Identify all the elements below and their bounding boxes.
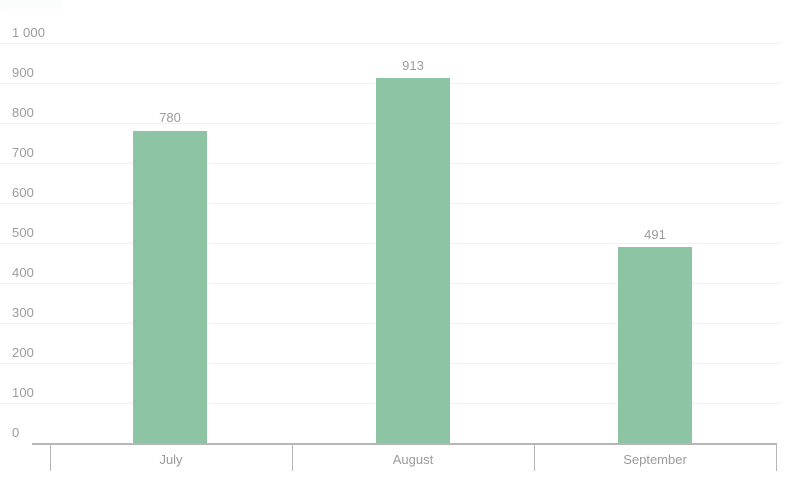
y-axis-tick-label: 900 [12, 65, 34, 80]
bar-value-label: 780 [159, 110, 181, 125]
y-axis-tick-label: 100 [12, 385, 34, 400]
x-axis-tick [292, 445, 293, 471]
x-axis-tick [776, 445, 777, 471]
bar-value-label: 913 [402, 58, 424, 73]
y-axis-tick-label: 0 [12, 425, 20, 440]
y-axis-tick-label: 300 [12, 305, 34, 320]
y-axis-tick-label: 800 [12, 105, 34, 120]
y-axis-tick-label: 200 [12, 345, 34, 360]
bar-july[interactable] [133, 131, 207, 443]
gridline [0, 43, 781, 44]
bar-august[interactable] [376, 78, 450, 443]
x-axis-category-label-july: July [159, 452, 183, 467]
y-axis-tick-label: 600 [12, 185, 34, 200]
bar-september[interactable] [618, 247, 692, 443]
x-axis-line [32, 443, 777, 445]
chart-title-chip [0, 0, 62, 9]
y-axis-tick-label: 1 000 [12, 25, 46, 40]
x-axis-category-label-august: August [392, 452, 434, 467]
y-axis-tick-label: 400 [12, 265, 34, 280]
y-axis-tick-label: 500 [12, 225, 34, 240]
x-axis-tick [534, 445, 535, 471]
x-axis-tick [50, 445, 51, 471]
y-axis-tick-label: 700 [12, 145, 34, 160]
bar-value-label: 491 [644, 227, 666, 242]
x-axis-category-label-september: September [623, 452, 687, 467]
